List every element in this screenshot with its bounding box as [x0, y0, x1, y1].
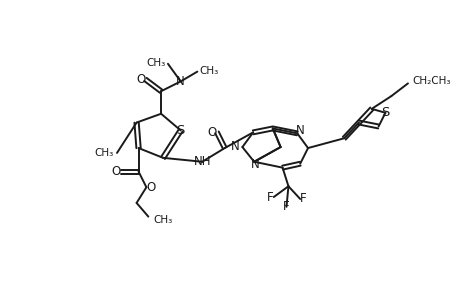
Text: CH₃: CH₃ — [95, 148, 114, 158]
Text: CH₃: CH₃ — [199, 66, 218, 76]
Text: N: N — [295, 124, 304, 137]
Text: F: F — [300, 193, 306, 206]
Text: O: O — [207, 126, 217, 139]
Text: O: O — [146, 181, 155, 194]
Text: S: S — [381, 106, 389, 119]
Text: O: O — [136, 73, 145, 86]
Text: N: N — [230, 140, 239, 153]
Text: F: F — [283, 200, 289, 213]
Text: CH₃: CH₃ — [153, 214, 172, 225]
Text: N: N — [250, 158, 259, 171]
Text: S: S — [176, 124, 185, 137]
Text: N: N — [176, 75, 185, 88]
Text: O: O — [112, 165, 121, 178]
Text: NH: NH — [193, 155, 211, 168]
Text: F: F — [267, 190, 273, 203]
Text: CH₃: CH₃ — [146, 58, 166, 68]
Text: CH₂CH₃: CH₂CH₃ — [412, 76, 450, 86]
